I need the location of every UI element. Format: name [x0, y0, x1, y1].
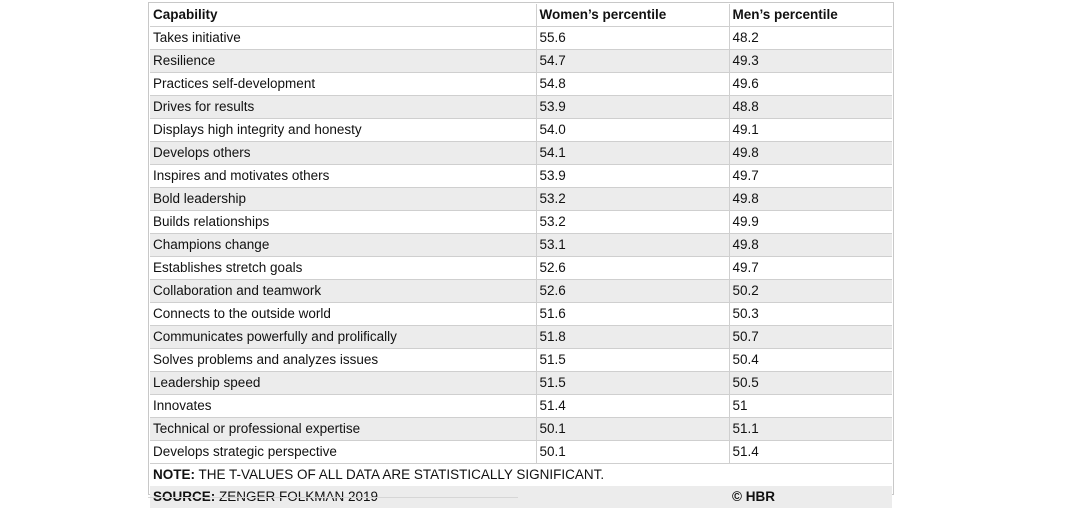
women-percentile-cell: 50.1	[535, 440, 729, 464]
capability-cell: Inspires and motivates others	[150, 164, 536, 188]
table-row: Leadership speed 51.5 50.5	[150, 371, 892, 395]
women-percentile-cell: 51.5	[535, 371, 729, 395]
capability-cell: Displays high integrity and honesty	[150, 118, 536, 142]
men-percentile-cell: 49.6	[728, 72, 892, 96]
women-percentile-cell: 51.8	[535, 325, 729, 349]
table-row: Develops strategic perspective 50.1 51.4	[150, 440, 892, 464]
men-percentile-cell: 49.8	[728, 233, 892, 257]
table-row: Solves problems and analyzes issues 51.5 5…	[150, 348, 892, 372]
note-cell: NOTE: THE T-VALUES OF ALL DATA ARE STATI…	[150, 463, 892, 486]
capability-cell: Connects to the outside world	[150, 302, 536, 326]
table-row: Connects to the outside world 51.6 50.3	[150, 302, 892, 326]
women-percentile-cell: 52.6	[535, 256, 729, 280]
capability-cell: Builds relationships	[150, 210, 536, 234]
capability-cell: Resilience	[150, 49, 536, 73]
men-percentile-cell: 49.3	[728, 49, 892, 73]
men-percentile-cell: 51	[728, 394, 892, 418]
men-percentile-cell: 50.2	[728, 279, 892, 303]
women-percentile-cell: 51.5	[535, 348, 729, 372]
table-row: Takes initiative 55.6 48.2	[150, 26, 892, 50]
women-percentile-cell: 51.6	[535, 302, 729, 326]
table-row: Champions change 53.1 49.8	[150, 233, 892, 257]
capability-cell: Collaboration and teamwork	[150, 279, 536, 303]
table-row: Establishes stretch goals 52.6 49.7	[150, 256, 892, 280]
header-men-percentile: Men’s percentile	[728, 4, 892, 27]
capability-cell: Develops others	[150, 141, 536, 165]
bottom-divider	[148, 497, 518, 498]
women-percentile-cell: 55.6	[535, 26, 729, 50]
capability-cell: Innovates	[150, 394, 536, 418]
table-row: Collaboration and teamwork 52.6 50.2	[150, 279, 892, 303]
capability-cell: Technical or professional expertise	[150, 417, 536, 441]
men-percentile-cell: 49.7	[728, 164, 892, 188]
men-percentile-cell: 48.8	[728, 95, 892, 119]
capability-cell: Bold leadership	[150, 187, 536, 211]
capability-cell: Practices self-development	[150, 72, 536, 96]
table-row: Develops others 54.1 49.8	[150, 141, 892, 165]
women-percentile-cell: 50.1	[535, 417, 729, 441]
percentile-table: Capability Women’s percentile Men’s perc…	[150, 4, 892, 508]
men-percentile-cell: 51.1	[728, 417, 892, 441]
credit-label: © HBR	[732, 489, 775, 505]
capability-cell: Champions change	[150, 233, 536, 257]
men-percentile-cell: 50.5	[728, 371, 892, 395]
table-row: Communicates powerfully and prolifically…	[150, 325, 892, 349]
women-percentile-cell: 53.2	[535, 187, 729, 211]
men-percentile-cell: 50.4	[728, 348, 892, 372]
men-percentile-cell: 49.7	[728, 256, 892, 280]
women-percentile-cell: 54.0	[535, 118, 729, 142]
capability-cell: Leadership speed	[150, 371, 536, 395]
capability-cell: Establishes stretch goals	[150, 256, 536, 280]
men-percentile-cell: 49.8	[728, 187, 892, 211]
capability-cell: Takes initiative	[150, 26, 536, 50]
header-women-percentile: Women’s percentile	[535, 4, 729, 27]
table-row: Practices self-development 54.8 49.6	[150, 72, 892, 96]
women-percentile-cell: 53.9	[535, 164, 729, 188]
note-row: NOTE: THE T-VALUES OF ALL DATA ARE STATI…	[150, 463, 892, 486]
men-percentile-cell: 49.8	[728, 141, 892, 165]
table-row: Displays high integrity and honesty 54.0 4…	[150, 118, 892, 142]
note-text: THE T-VALUES OF ALL DATA ARE STATISTICAL…	[195, 467, 605, 482]
women-percentile-cell: 51.4	[535, 394, 729, 418]
women-percentile-cell: 54.7	[535, 49, 729, 73]
capability-cell: Solves problems and analyzes issues	[150, 348, 536, 372]
credit-cell: © HBR	[729, 486, 892, 508]
men-percentile-cell: 50.3	[728, 302, 892, 326]
table-row: Bold leadership 53.2 49.8	[150, 187, 892, 211]
capability-cell: Drives for results	[150, 95, 536, 119]
table-row: Builds relationships 53.2 49.9	[150, 210, 892, 234]
men-percentile-cell: 49.9	[728, 210, 892, 234]
note-label: NOTE:	[153, 467, 195, 482]
women-percentile-cell: 53.9	[535, 95, 729, 119]
men-percentile-cell: 51.4	[728, 440, 892, 464]
table-row: Innovates 51.4 51	[150, 394, 892, 418]
women-percentile-cell: 53.1	[535, 233, 729, 257]
table-row: Inspires and motivates others 53.9 49.7	[150, 164, 892, 188]
women-percentile-cell: 53.2	[535, 210, 729, 234]
men-percentile-cell: 50.7	[728, 325, 892, 349]
header-row: Capability Women’s percentile Men’s perc…	[150, 4, 892, 27]
men-percentile-cell: 48.2	[728, 26, 892, 50]
table-row: Drives for results 53.9 48.8	[150, 95, 892, 119]
women-percentile-cell: 52.6	[535, 279, 729, 303]
women-percentile-cell: 54.8	[535, 72, 729, 96]
men-percentile-cell: 49.1	[728, 118, 892, 142]
table-row: Resilience 54.7 49.3	[150, 49, 892, 73]
header-capability: Capability	[150, 4, 536, 27]
capability-cell: Develops strategic perspective	[150, 440, 536, 464]
women-percentile-cell: 54.1	[535, 141, 729, 165]
capability-cell: Communicates powerfully and prolifically	[150, 325, 536, 349]
table-row: Technical or professional expertise 50.1 5…	[150, 417, 892, 441]
